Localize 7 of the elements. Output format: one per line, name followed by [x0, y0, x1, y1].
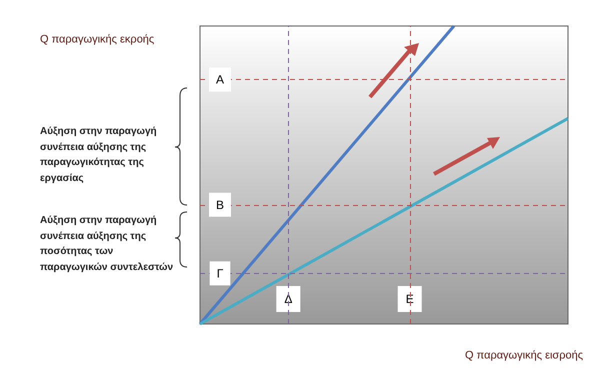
ref-line-label: A	[216, 72, 224, 87]
x-axis-title: Q παραγωγικής εισροής	[465, 350, 584, 362]
ref-line-label: B	[216, 198, 224, 212]
ref-line-label: Γ	[216, 266, 224, 280]
text: Αύξηση στην παραγωγή συνέπεια αύξησης της παραγωγικότητας της εργασίας	[40, 125, 158, 186]
y-axis-title: Q παραγωγικής εκροής	[40, 34, 154, 46]
text: Αύξηση στην παραγωγή συνέπεια αύξησης της ποσότητας των παραγωγικών συντελεστών	[40, 214, 174, 274]
